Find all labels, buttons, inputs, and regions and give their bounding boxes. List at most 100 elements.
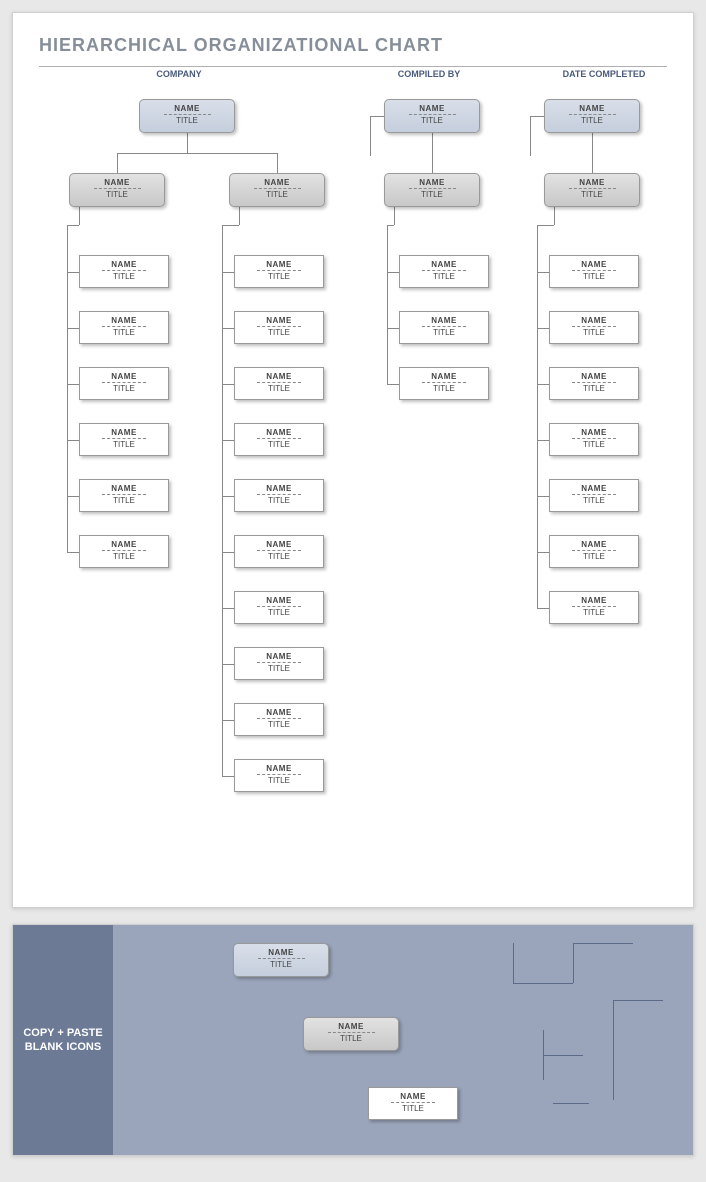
connector-line: [537, 225, 538, 608]
connector-line: [537, 496, 549, 497]
node-name: NAME: [545, 104, 639, 113]
node-name: NAME: [230, 178, 324, 187]
org-node-A1f: NAME TITLE: [79, 535, 169, 568]
org-node-B1b: NAMETITLE: [399, 311, 489, 344]
node-title: TITLE: [304, 1034, 398, 1043]
connector-line: [239, 207, 240, 225]
node-name: NAME: [70, 178, 164, 187]
node-separator: [258, 958, 305, 959]
connector-line: [394, 207, 395, 225]
org-node-B1: NAME TITLE: [384, 173, 480, 207]
connector-line: [543, 1055, 583, 1056]
node-title: TITLE: [235, 664, 323, 673]
org-node-A2j: NAMETITLE: [234, 759, 324, 792]
connector-line: [117, 153, 277, 154]
org-node-A1b: NAMETITLE: [79, 311, 169, 344]
node-title: TITLE: [550, 384, 638, 393]
connector-line: [222, 272, 234, 273]
org-node-A1: NAMETITLE: [69, 173, 165, 207]
node-name: NAME: [235, 764, 323, 773]
node-separator: [572, 326, 616, 327]
org-node-C: NAMETITLE: [544, 99, 640, 133]
node-separator: [102, 270, 146, 271]
connector-line: [222, 328, 234, 329]
node-name: NAME: [385, 178, 479, 187]
node-name: NAME: [550, 596, 638, 605]
node-separator: [572, 606, 616, 607]
node-separator: [254, 188, 301, 189]
node-name: NAME: [80, 540, 168, 549]
node-name: NAME: [550, 428, 638, 437]
connector-line: [537, 608, 549, 609]
node-name: NAME: [80, 428, 168, 437]
org-node-C1a: NAMETITLE: [549, 255, 639, 288]
connector-line: [67, 496, 79, 497]
node-separator: [572, 550, 616, 551]
connector-line: [554, 207, 555, 225]
node-separator: [422, 326, 466, 327]
org-node-A: NAMETITLE: [139, 99, 235, 133]
node-name: NAME: [235, 708, 323, 717]
node-separator: [102, 382, 146, 383]
node-title: TITLE: [235, 496, 323, 505]
node-separator: [102, 494, 146, 495]
node-separator: [409, 114, 456, 115]
org-node-A1c: NAMETITLE: [79, 367, 169, 400]
connector-line: [553, 1103, 589, 1104]
node-title: TITLE: [80, 552, 168, 561]
connector-line: [222, 384, 234, 385]
node-name: NAME: [304, 1022, 398, 1031]
node-name: NAME: [80, 372, 168, 381]
node-title: TITLE: [550, 496, 638, 505]
connector-line: [592, 133, 593, 173]
connector-line: [387, 384, 399, 385]
node-name: NAME: [235, 372, 323, 381]
connector-line: [370, 116, 371, 156]
node-separator: [409, 188, 456, 189]
connector-line: [79, 207, 80, 225]
node-title: TITLE: [385, 190, 479, 199]
node-title: TITLE: [235, 272, 323, 281]
org-node-A2a: NAMETITLE: [234, 255, 324, 288]
connector-line: [537, 552, 549, 553]
node-title: TITLE: [550, 608, 638, 617]
page-title: HIERARCHICAL ORGANIZATIONAL CHART: [39, 35, 667, 56]
org-node-C1b: NAME TITLE: [549, 311, 639, 344]
copy-paste-panel: COPY + PASTE BLANK ICONS NAMETITLENAMETI…: [12, 924, 694, 1156]
connector-line: [530, 116, 544, 117]
org-node-A2c: NAME TITLE: [234, 367, 324, 400]
node-name: NAME: [550, 316, 638, 325]
node-title: TITLE: [80, 272, 168, 281]
node-title: TITLE: [550, 328, 638, 337]
node-title: TITLE: [235, 384, 323, 393]
org-node-A1a: NAMETITLE: [79, 255, 169, 288]
org-node-C1g: NAME TITLE: [549, 591, 639, 624]
connector-line: [573, 943, 574, 983]
copy-paste-label: COPY + PASTE BLANK ICONS: [13, 925, 113, 1155]
node-title: TITLE: [545, 190, 639, 199]
node-separator: [257, 662, 301, 663]
org-chart-page: HIERARCHICAL ORGANIZATIONAL CHART COMPAN…: [12, 12, 694, 908]
node-title: TITLE: [400, 384, 488, 393]
node-title: TITLE: [385, 116, 479, 125]
connector-line: [432, 133, 433, 173]
connector-line: [222, 776, 234, 777]
connector-line: [387, 225, 388, 384]
node-title: TITLE: [235, 440, 323, 449]
node-title: TITLE: [235, 552, 323, 561]
org-node-C1d: NAME TITLE: [549, 423, 639, 456]
node-title: TITLE: [80, 496, 168, 505]
node-separator: [257, 382, 301, 383]
node-title: TITLE: [550, 272, 638, 281]
node-name: NAME: [550, 372, 638, 381]
connector-line: [537, 272, 549, 273]
org-node-A2b: NAMETITLE: [234, 311, 324, 344]
node-name: NAME: [545, 178, 639, 187]
node-separator: [257, 550, 301, 551]
node-name: NAME: [400, 260, 488, 269]
connector-line: [613, 1000, 614, 1100]
node-title: TITLE: [550, 440, 638, 449]
node-name: NAME: [400, 372, 488, 381]
connector-line: [187, 133, 188, 153]
connector-line: [67, 225, 68, 552]
